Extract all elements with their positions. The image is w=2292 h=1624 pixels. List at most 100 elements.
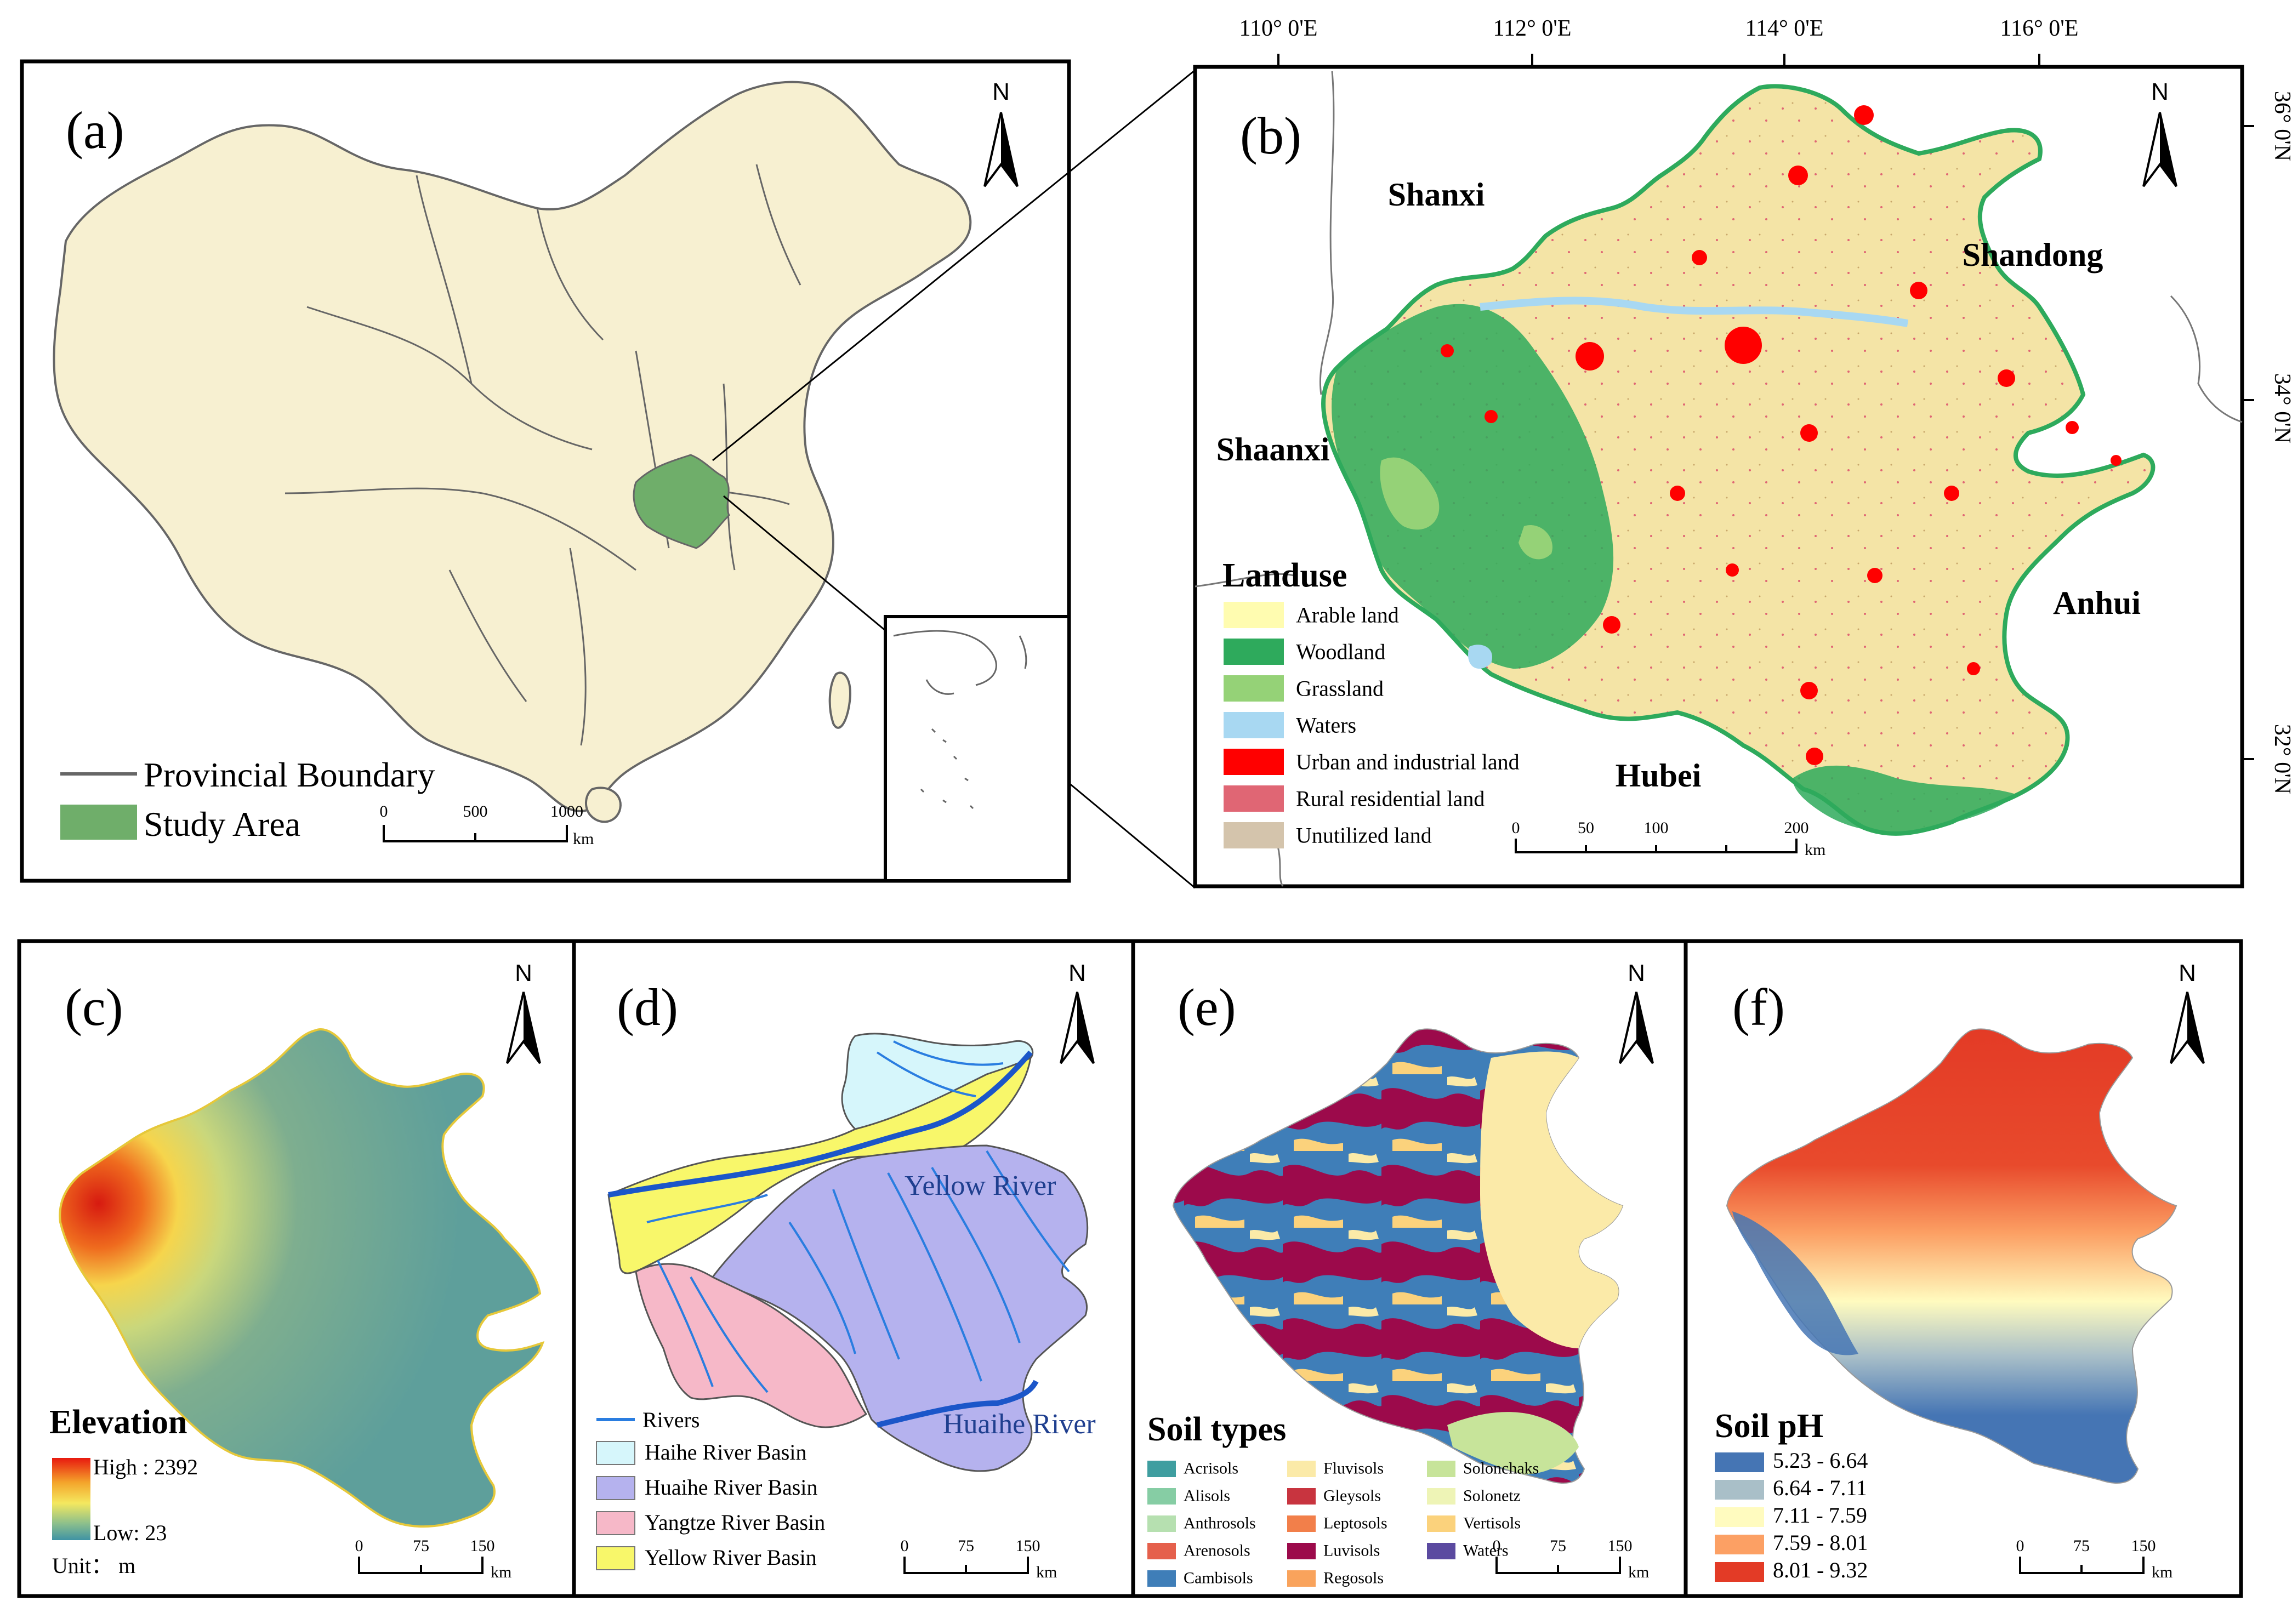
fluvisols-east bbox=[1480, 1051, 1623, 1348]
soil-label-11: Solonetz bbox=[1463, 1486, 1521, 1505]
landuse-label-5: Rural residential land bbox=[1296, 786, 1485, 811]
soil-label-7: Leptosols bbox=[1323, 1514, 1387, 1532]
soil-types-legend-title: Soil types bbox=[1147, 1411, 1286, 1448]
svg-text:112° 0'E: 112° 0'E bbox=[1493, 16, 1572, 41]
soil-swatch-12 bbox=[1427, 1515, 1455, 1532]
svg-text:114° 0'E: 114° 0'E bbox=[1745, 16, 1824, 41]
panel-c-label: (c) bbox=[65, 978, 123, 1036]
north-arrow-d: N bbox=[1060, 960, 1095, 1064]
soil-label-1: Alisols bbox=[1184, 1486, 1230, 1505]
landuse-swatch-6 bbox=[1224, 822, 1284, 848]
ph-alkaline-west bbox=[1732, 1211, 1858, 1355]
svg-text:N: N bbox=[2179, 960, 2196, 987]
soil-swatch-7 bbox=[1287, 1515, 1316, 1532]
huaihe-river-label: Huaihe River bbox=[943, 1409, 1096, 1440]
scale-bar-b: 0 50 100 200 km bbox=[1512, 819, 1826, 859]
soil-label-13: Waters bbox=[1463, 1541, 1509, 1559]
label-shandong: Shandong bbox=[1963, 237, 2103, 273]
boundary-legend-text: Provincial Boundary bbox=[144, 755, 435, 794]
landuse-swatch-4 bbox=[1224, 749, 1284, 775]
rivers-legend-text: Rivers bbox=[642, 1408, 699, 1432]
svg-text:0: 0 bbox=[355, 1537, 363, 1555]
legend-a: Provincial Boundary Study Area bbox=[60, 755, 435, 844]
yellow-river-basin bbox=[607, 1057, 1032, 1274]
svg-text:km: km bbox=[491, 1563, 511, 1581]
lon-ticks: 110° 0'E 112° 0'E 114° 0'E 116° 0'E bbox=[1239, 16, 2078, 67]
panel-c: (c) N Elevation High : 2392 Low: 23 Unit… bbox=[17, 939, 576, 1598]
svg-text:150: 150 bbox=[1608, 1537, 1633, 1555]
soil-swatch-9 bbox=[1287, 1570, 1316, 1587]
svg-text:1000: 1000 bbox=[550, 802, 583, 820]
neighbor-boundaries bbox=[1195, 71, 2243, 887]
soil-swatch-4 bbox=[1147, 1570, 1176, 1587]
ph-label-3: 7.59 - 8.01 bbox=[1773, 1530, 1868, 1555]
soil-label-2: Anthrosols bbox=[1184, 1514, 1256, 1532]
study-area-swatch bbox=[60, 805, 137, 840]
svg-text:75: 75 bbox=[2073, 1537, 2090, 1555]
soil-swatch-2 bbox=[1147, 1515, 1176, 1532]
lat-ticks: 36° 0'N 34° 0'N 32° 0'N bbox=[2242, 91, 2292, 794]
soil-label-12: Vertisols bbox=[1463, 1514, 1521, 1532]
panel-a: (a) N Provincial Boundary Study Area 0 5… bbox=[20, 59, 1196, 889]
basin-label-3: Yellow River Basin bbox=[645, 1545, 817, 1570]
svg-text:km: km bbox=[1036, 1563, 1057, 1581]
svg-text:36° 0'N: 36° 0'N bbox=[2270, 91, 2292, 161]
landuse-swatch-3 bbox=[1224, 712, 1284, 738]
ph-label-2: 7.11 - 7.59 bbox=[1773, 1503, 1867, 1528]
panel-d: (d) Yellow River Huaihe River N Rivers H… bbox=[572, 939, 1135, 1598]
scale-bar-e: 0 75 150 km bbox=[1493, 1537, 1650, 1581]
north-arrow-c: N bbox=[506, 960, 541, 1064]
study-area-highlight bbox=[633, 454, 730, 549]
svg-text:N: N bbox=[1068, 960, 1086, 987]
yellow-river-waters bbox=[1480, 297, 1909, 327]
woodland-south bbox=[1793, 765, 2017, 832]
solonchaks-south bbox=[1447, 1412, 1579, 1474]
grassland-patches bbox=[1380, 457, 1552, 560]
landuse-legend: Landuse Arable land Woodland Grassland Wate… bbox=[1222, 557, 1520, 848]
soil-swatch-8 bbox=[1287, 1543, 1316, 1559]
soil-ph-legend: Soil pH 5.23 - 6.646.64 - 7.11 7.11 - 7.5… bbox=[1715, 1408, 1868, 1582]
svg-text:0: 0 bbox=[901, 1537, 909, 1555]
panel-e-label: (e) bbox=[1178, 978, 1236, 1036]
provincial-boundaries bbox=[285, 164, 801, 746]
svg-text:0: 0 bbox=[2016, 1537, 2024, 1555]
landuse-swatch-1 bbox=[1224, 639, 1284, 665]
svg-text:0: 0 bbox=[380, 802, 388, 820]
svg-text:N: N bbox=[2151, 78, 2169, 105]
elevation-unit: Unit： m bbox=[52, 1553, 135, 1578]
elevation-low: Low: 23 bbox=[93, 1520, 167, 1545]
woodland-region bbox=[1332, 304, 1614, 669]
panel-f-label: (f) bbox=[1732, 978, 1785, 1036]
yellow-river-label: Yellow River bbox=[905, 1170, 1056, 1201]
ph-swatch-1 bbox=[1715, 1480, 1764, 1500]
soil-label-4: Cambisols bbox=[1184, 1569, 1253, 1587]
svg-text:N: N bbox=[992, 78, 1010, 105]
label-shanxi: Shanxi bbox=[1388, 176, 1485, 213]
soil-ph-map bbox=[1726, 1028, 2177, 1484]
soil-label-0: Acrisols bbox=[1184, 1459, 1238, 1477]
reservoir bbox=[1468, 645, 1492, 669]
haihe-river-basin bbox=[841, 1033, 1034, 1130]
panel-d-label: (d) bbox=[617, 978, 678, 1036]
svg-text:km: km bbox=[1805, 841, 1825, 859]
soil-label-8: Luvisols bbox=[1323, 1541, 1380, 1559]
landuse-label-3: Waters bbox=[1296, 713, 1356, 737]
soil-label-3: Arenosols bbox=[1184, 1541, 1250, 1559]
svg-text:75: 75 bbox=[1550, 1537, 1566, 1555]
landuse-legend-title: Landuse bbox=[1222, 557, 1347, 594]
basin-swatch-2 bbox=[596, 1511, 635, 1535]
soil-swatch-0 bbox=[1147, 1461, 1176, 1477]
scale-bar-a: 0 500 1000 km bbox=[380, 802, 594, 848]
landuse-label-2: Grassland bbox=[1296, 676, 1384, 700]
province-labels: Shanxi Shandong Shaanxi Anhui Hubei bbox=[1216, 176, 2141, 794]
panel-f: (f) N Soil pH 5.23 - 6.646.64 - 7.11 7.11… bbox=[1684, 939, 2243, 1598]
soil-swatch-3 bbox=[1147, 1543, 1176, 1559]
elevation-legend: Elevation High : 2392 Low: 23 Unit： m bbox=[49, 1404, 198, 1578]
soil-label-5: Fluvisols bbox=[1323, 1459, 1384, 1477]
svg-text:km: km bbox=[1628, 1563, 1649, 1581]
svg-text:50: 50 bbox=[1578, 819, 1594, 837]
elevation-ramp bbox=[52, 1458, 90, 1540]
panel-a-label: (a) bbox=[66, 101, 124, 159]
svg-text:75: 75 bbox=[958, 1537, 974, 1555]
basin-swatch-1 bbox=[596, 1476, 635, 1500]
